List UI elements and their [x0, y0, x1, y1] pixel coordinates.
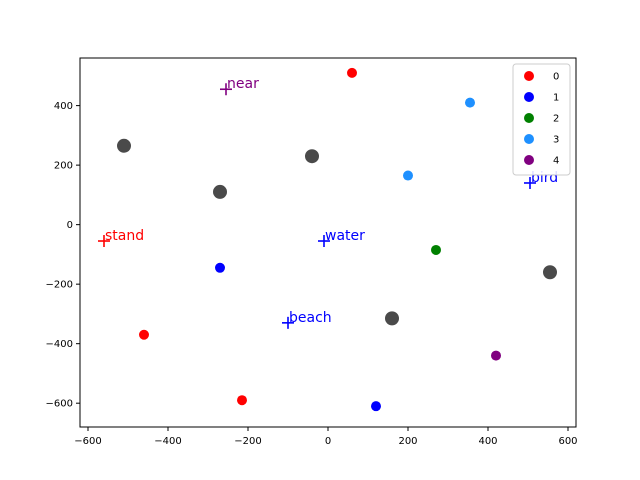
x-tick-label: 600: [558, 436, 577, 447]
y-tick-label: 400: [54, 101, 73, 112]
y-tick-label: 0: [67, 220, 73, 231]
y-tick-label: −200: [46, 280, 73, 291]
x-tick-label: −600: [74, 436, 101, 447]
plot-background: [80, 58, 576, 427]
legend-marker-1: [524, 92, 534, 102]
y-tick-label: −400: [46, 339, 73, 350]
x-tick-label: −400: [154, 436, 181, 447]
word-label-stand: stand: [105, 228, 144, 244]
legend-label-1: 1: [553, 93, 559, 104]
word-marker-water: water: [318, 228, 365, 248]
axes: −600 −400 −200 0 200 400 600−600−400−200020040…: [46, 57, 578, 447]
series-1-point: [371, 401, 381, 412]
series-points: [139, 67, 501, 412]
legend: 0 1 2 3 4: [512, 63, 571, 176]
legend-label-3: 3: [553, 135, 559, 146]
series-0-point: [347, 67, 357, 78]
legend-label-4: 4: [553, 156, 559, 167]
legend-marker-0: [524, 71, 534, 81]
legend-marker-3: [524, 134, 534, 144]
gray-point: [213, 184, 227, 199]
legend-box: [512, 63, 571, 176]
word-marker-stand: stand: [98, 228, 144, 248]
gray-point: [385, 311, 399, 326]
x-tick-label: 400: [478, 436, 497, 447]
gray-point: [117, 138, 131, 153]
legend-marker-4: [524, 155, 534, 165]
word-marker-near: near: [220, 76, 259, 96]
x-tick-label: 200: [398, 436, 417, 447]
y-tick-label: −600: [46, 399, 73, 410]
series-2-point: [431, 244, 441, 255]
gray-point: [543, 265, 557, 280]
gray-points: [117, 138, 557, 326]
plot-area: [80, 58, 576, 427]
series-3-point: [403, 170, 413, 181]
word-label-near: near: [227, 76, 259, 92]
legend-marker-2: [524, 113, 534, 123]
word-label-water: water: [325, 228, 365, 244]
series-4-point: [491, 350, 501, 361]
gray-point: [305, 149, 319, 164]
x-tick-label: −200: [234, 436, 261, 447]
series-0-point: [237, 395, 247, 406]
series-1-point: [215, 262, 225, 273]
series-3-point: [465, 97, 475, 108]
series-0-point: [139, 329, 149, 340]
legend-label-2: 2: [553, 114, 559, 125]
word-marker-beach: beach: [282, 310, 332, 329]
word-label-beach: beach: [289, 310, 332, 326]
legend-label-0: 0: [553, 72, 559, 83]
x-tick-label: 0: [325, 436, 331, 447]
y-tick-label: 200: [54, 161, 73, 172]
